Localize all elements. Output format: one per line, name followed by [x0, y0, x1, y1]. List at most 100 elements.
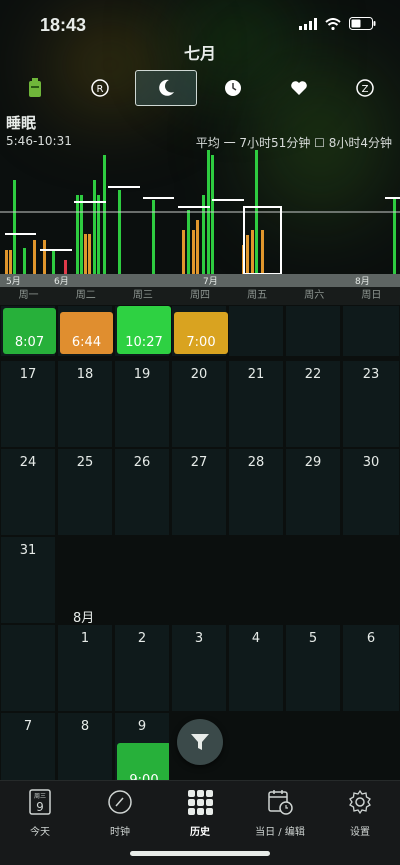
- day-number: 21: [247, 367, 265, 382]
- day-number: 17: [19, 367, 37, 382]
- status-bar: 18:43: [0, 0, 400, 50]
- tab-label: 今天: [30, 827, 50, 838]
- day-cell[interactable]: 5: [285, 624, 341, 712]
- day-cell[interactable]: 17: [0, 360, 56, 448]
- day-number: 30: [362, 455, 380, 470]
- tab-history[interactable]: 历史: [160, 789, 240, 838]
- day-cell[interactable]: 6:44: [57, 305, 113, 357]
- day-cell[interactable]: 24: [0, 448, 56, 536]
- day-number: 20: [190, 367, 208, 382]
- tab-settings[interactable]: 设置: [320, 789, 400, 838]
- day-cell[interactable]: 26: [114, 448, 170, 536]
- day-cell[interactable]: 1: [57, 624, 113, 712]
- day-number: 26: [133, 455, 151, 470]
- weekday-thu: 周四: [189, 290, 210, 301]
- day-cell[interactable]: 31: [0, 536, 56, 624]
- tab-clock[interactable]: 时钟: [80, 789, 160, 838]
- day-cell[interactable]: 6: [342, 624, 400, 712]
- day-cell[interactable]: 27: [171, 448, 227, 536]
- tab-day-edit[interactable]: 当日 / 编辑: [240, 789, 320, 838]
- day-cell[interactable]: 30: [342, 448, 400, 536]
- chart-label-may: 5月: [6, 276, 21, 287]
- day-cell[interactable]: 7: [0, 712, 56, 782]
- day-number: 8: [80, 719, 90, 734]
- day-number: 24: [19, 455, 37, 470]
- svg-text:R: R: [97, 84, 104, 95]
- day-number: 31: [19, 543, 37, 558]
- day-number: 23: [362, 367, 380, 382]
- clock-icon: [108, 790, 132, 814]
- sleep-history-chart[interactable]: 5月 6月 7月 8月: [0, 150, 400, 287]
- day-cell[interactable]: 29: [285, 448, 341, 536]
- day-cell[interactable]: [285, 305, 341, 357]
- battery-icon: [29, 78, 41, 97]
- day-cell[interactable]: 9 9:00: [114, 712, 170, 782]
- day-number: 19: [133, 367, 151, 382]
- day-cell[interactable]: [342, 305, 400, 357]
- average-label: 平均 一 7小时51分钟: [195, 136, 311, 150]
- weekday-header: 周一 周二 周三 周四 周五 周六 周日: [0, 287, 400, 305]
- weekday-sat: 周六: [304, 290, 325, 301]
- day-number: 18: [76, 367, 94, 382]
- sleep-category-button[interactable]: [135, 70, 197, 106]
- sleep-average: 平均 一 7小时51分钟 ☐ 8小时4分钟: [196, 134, 392, 151]
- day-cell[interactable]: 18: [57, 360, 113, 448]
- sleep-block: 10:27: [117, 306, 171, 354]
- day-number: 3: [194, 631, 204, 646]
- tab-label: 设置: [350, 827, 370, 838]
- chart-label-aug: 8月: [355, 276, 370, 287]
- signal-icon: [299, 17, 317, 30]
- day-cell[interactable]: 2: [114, 624, 170, 712]
- day-number: 28: [247, 455, 265, 470]
- clock-icon: [225, 80, 241, 96]
- heart-category-button[interactable]: [268, 70, 330, 106]
- tab-label: 时钟: [110, 827, 130, 838]
- gear-icon: [349, 789, 371, 815]
- grid-icon: [188, 790, 213, 815]
- battery-category-button[interactable]: [4, 70, 66, 106]
- today-icon-weekday: 周三: [34, 793, 46, 800]
- day-cell[interactable]: 4: [228, 624, 284, 712]
- day-cell[interactable]: 23: [342, 360, 400, 448]
- category-toolbar: R Z: [0, 70, 400, 106]
- z-category-button[interactable]: Z: [334, 70, 396, 106]
- tab-today[interactable]: 周三 9 今天: [0, 789, 80, 838]
- day-number: 27: [190, 455, 208, 470]
- sleep-block: 6:44: [60, 312, 113, 354]
- day-number: 25: [76, 455, 94, 470]
- calendar-edit-icon: [268, 790, 293, 815]
- day-cell[interactable]: 20: [171, 360, 227, 448]
- day-cell[interactable]: 21: [228, 360, 284, 448]
- weekday-wed: 周三: [132, 290, 153, 301]
- r-icon: R: [91, 79, 109, 97]
- day-cell[interactable]: 10:27: [114, 305, 171, 357]
- day-cell[interactable]: 8: [57, 712, 113, 782]
- weekday-sun: 周日: [361, 290, 382, 301]
- wifi-icon: [325, 17, 341, 30]
- day-cell[interactable]: 25: [57, 448, 113, 536]
- clock-category-button[interactable]: [202, 70, 264, 106]
- weekday-fri: 周五: [247, 290, 268, 301]
- day-cell[interactable]: 3: [171, 624, 227, 712]
- moon-icon: [159, 79, 174, 96]
- weekday-tue: 周二: [75, 290, 96, 301]
- sleep-block: 7:00: [174, 312, 228, 354]
- today-icon-day: 9: [36, 800, 44, 814]
- day-cell[interactable]: 19: [114, 360, 170, 448]
- r-category-button[interactable]: R: [69, 70, 131, 106]
- day-number: 29: [304, 455, 322, 470]
- battery-icon: [349, 17, 376, 30]
- day-cell[interactable]: 7:00: [171, 305, 228, 357]
- filter-button[interactable]: [177, 719, 223, 765]
- day-cell[interactable]: 22: [285, 360, 341, 448]
- day-cell[interactable]: 8:07: [0, 305, 56, 357]
- weekday-mon: 周一: [18, 290, 39, 301]
- day-cell[interactable]: 28: [228, 448, 284, 536]
- day-cell-empty: [0, 624, 56, 712]
- chart-label-jun: 6月: [54, 276, 69, 287]
- tab-label: 当日 / 编辑: [255, 827, 305, 838]
- calendar-day-icon: 周三 9: [29, 789, 51, 815]
- day-number: 6: [366, 631, 376, 646]
- chart-label-jul: 7月: [203, 276, 218, 287]
- day-cell[interactable]: [228, 305, 284, 357]
